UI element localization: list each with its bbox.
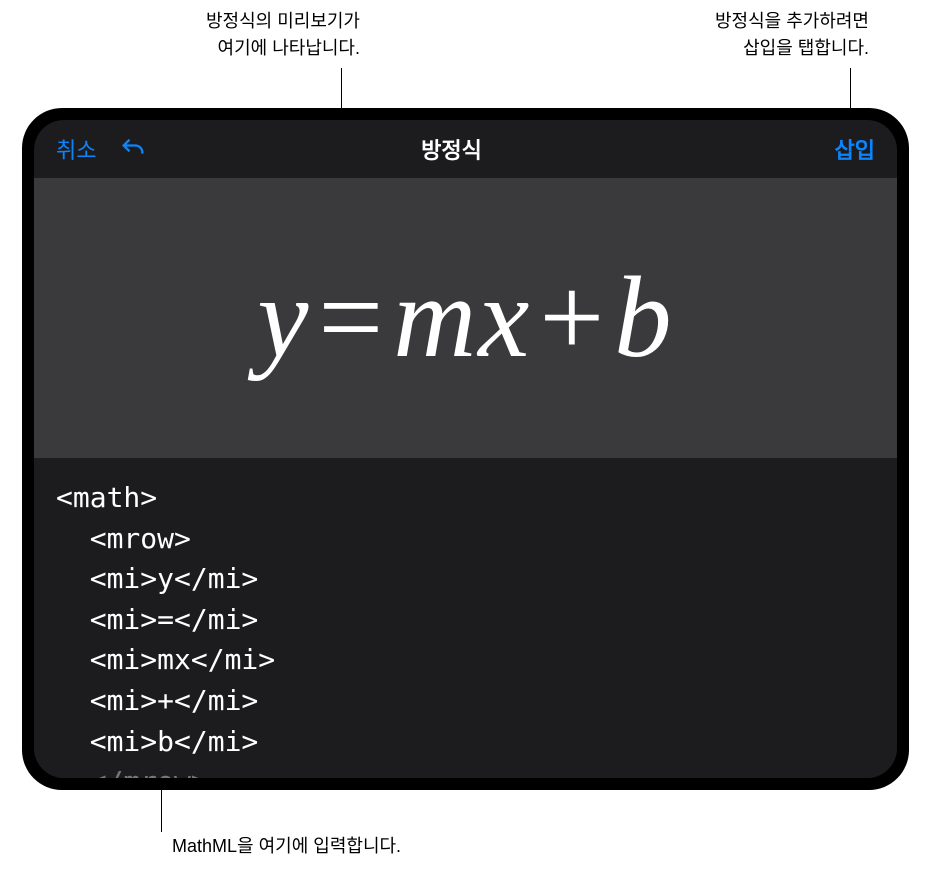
callout-text: 방정식을 추가하려면 xyxy=(715,11,869,31)
toolbar: 취소 방정식 삽입 xyxy=(34,120,897,178)
callout-text: 방정식의 미리보기가 xyxy=(206,11,360,31)
code-line: </mrow> xyxy=(56,765,208,778)
screen: 취소 방정식 삽입 y=mx+b <math> <mrow> <mi>y</mi… xyxy=(34,120,897,778)
callout-line xyxy=(161,784,162,832)
eq-var-y: y xyxy=(257,254,310,381)
eq-var-b: b xyxy=(614,254,674,381)
eq-op-plus: + xyxy=(539,254,606,381)
code-line: <mi>b</mi> xyxy=(56,725,258,758)
code-line: <mi>mx</mi> xyxy=(56,643,275,676)
equation-preview: y=mx+b xyxy=(34,178,897,458)
code-line: <mi>=</mi> xyxy=(56,603,258,636)
code-line: <mi>+</mi> xyxy=(56,684,258,717)
device-frame: 취소 방정식 삽입 y=mx+b <math> <mrow> <mi>y</mi… xyxy=(22,108,909,790)
preview-callout: 방정식의 미리보기가 여기에 나타납니다. xyxy=(140,8,360,62)
callout-text: 삽입을 탭합니다. xyxy=(743,38,869,58)
callout-text: MathML을 여기에 입력합니다. xyxy=(172,836,401,856)
mathml-callout: MathML을 여기에 입력합니다. xyxy=(172,833,401,860)
callout-text: 여기에 나타납니다. xyxy=(218,38,360,58)
insert-callout: 방정식을 추가하려면 삽입을 탭합니다. xyxy=(649,8,869,62)
code-line: <mrow> xyxy=(56,522,191,555)
mathml-input[interactable]: <math> <mrow> <mi>y</mi> <mi>=</mi> <mi>… xyxy=(34,458,897,778)
modal-title: 방정식 xyxy=(68,133,834,165)
code-line: <math> xyxy=(56,481,157,514)
eq-var-mx: mx xyxy=(393,254,531,381)
code-line: <mi>y</mi> xyxy=(56,562,258,595)
eq-op-equals: = xyxy=(318,254,385,381)
equation-rendered: y=mx+b xyxy=(257,252,673,384)
insert-button[interactable]: 삽입 xyxy=(835,133,875,165)
